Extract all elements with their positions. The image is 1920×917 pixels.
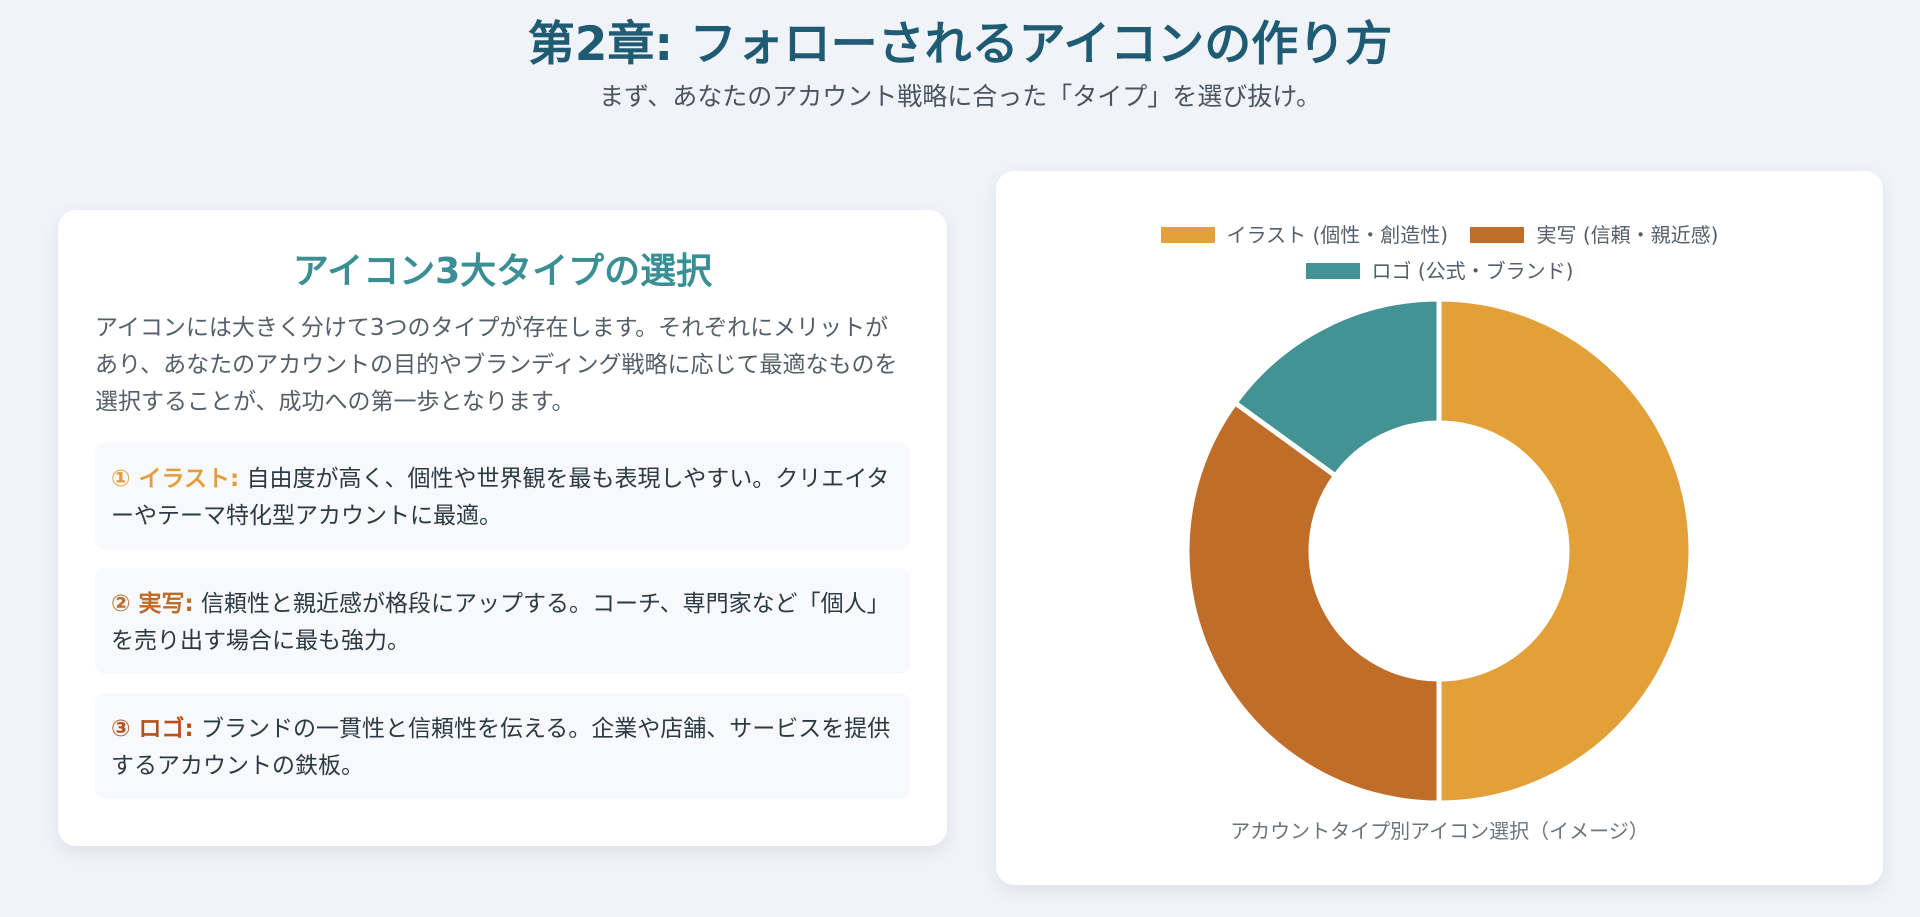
legend-row-2: ロゴ (公式・ブランド) <box>996 253 1883 289</box>
legend-item-logo[interactable]: ロゴ (公式・ブランド) <box>1305 253 1574 289</box>
type-text-photo: 信頼性と親近感が格段にアップする。コーチ、専門家など「個人」を売り出す場合に最も… <box>111 591 890 654</box>
type-box-photo: ② 実写: 信頼性と親近感が格段にアップする。コーチ、専門家など「個人」を売り出… <box>95 568 910 674</box>
legend-swatch-logo <box>1305 262 1360 279</box>
legend-label-photo: 実写 (信頼・親近感) <box>1536 223 1719 247</box>
slice-photo[interactable] <box>1184 399 1442 806</box>
chart-card: イラスト (個性・創造性) 実写 (信頼・親近感) ロゴ (公式・ブランド) ア… <box>996 171 1883 885</box>
legend-item-illustration[interactable]: イラスト (個性・創造性) <box>1160 217 1449 253</box>
type-text-logo: ブランドの一貫性と信頼性を伝える。企業や店舗、サービスを提供するアカウントの鉄板… <box>111 716 891 779</box>
type-text-illustration: 自由度が高く、個性や世界観を最も表現しやすい。クリエイターやテーマ特化型アカウン… <box>111 466 890 529</box>
legend-item-photo[interactable]: 実写 (信頼・親近感) <box>1470 217 1718 253</box>
type-box-illustration: ① イラスト: 自由度が高く、個性や世界観を最も表現しやすい。クリエイターやテー… <box>95 443 910 549</box>
doughnut-chart <box>1184 296 1694 806</box>
type-label-logo: ③ ロゴ: <box>111 716 194 742</box>
card-intro: アイコンには大きく分けて3つのタイプが存在します。それぞれにメリットがあり、あな… <box>95 315 898 415</box>
chart-title: アカウントタイプ別アイコン選択（イメージ） <box>1230 819 1649 843</box>
page-subtitle: まず、あなたのアカウント戦略に合った「タイプ」を選び抜け。 <box>598 82 1321 111</box>
chart-legend: イラスト (個性・創造性) 実写 (信頼・親近感) ロゴ (公式・ブランド) <box>996 217 1883 289</box>
slice-logo[interactable] <box>1231 296 1442 480</box>
header: 第2章: フォローされるアイコンの作り方 まず、あなたのアカウント戦略に合った「… <box>0 0 1920 114</box>
legend-swatch-photo <box>1470 226 1525 243</box>
type-box-logo: ③ ロゴ: ブランドの一貫性と信頼性を伝える。企業や店舗、サービスを提供するアカ… <box>95 693 910 799</box>
legend-label-logo: ロゴ (公式・ブランド) <box>1371 259 1574 283</box>
card-title: アイコン3大タイプの選択 <box>292 251 713 292</box>
legend-row-1: イラスト (個性・創造性) 実写 (信頼・親近感) <box>996 217 1883 253</box>
legend-swatch-illustration <box>1160 226 1215 243</box>
slice-illustration[interactable] <box>1436 296 1694 806</box>
page-title: 第2章: フォローされるアイコンの作り方 <box>527 17 1393 72</box>
legend-label-illustration: イラスト (個性・創造性) <box>1226 223 1449 247</box>
type-label-illustration: ① イラスト: <box>111 466 240 492</box>
type-label-photo: ② 実写: <box>111 591 194 617</box>
icon-types-card: アイコン3大タイプの選択 アイコンには大きく分けて3つのタイプが存在します。それ… <box>58 210 947 846</box>
